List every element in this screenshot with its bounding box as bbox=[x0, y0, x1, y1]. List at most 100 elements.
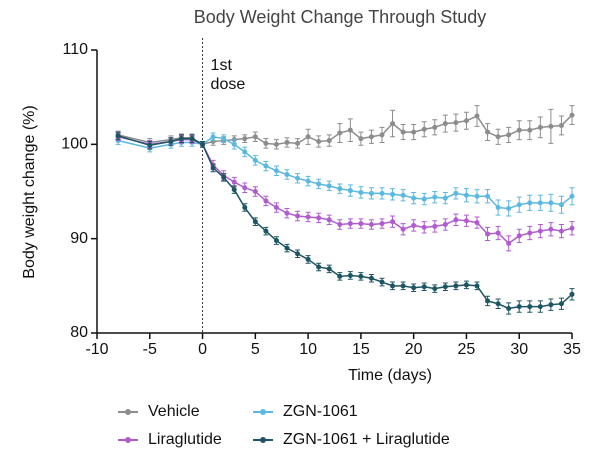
point bbox=[284, 139, 290, 145]
point bbox=[200, 141, 206, 147]
point bbox=[263, 198, 269, 204]
point bbox=[527, 127, 533, 133]
point bbox=[432, 194, 438, 200]
point bbox=[263, 163, 269, 169]
point bbox=[474, 220, 480, 226]
point bbox=[326, 183, 332, 189]
point bbox=[516, 233, 522, 239]
point bbox=[537, 228, 543, 234]
point bbox=[569, 225, 575, 231]
y-tick-label: 110 bbox=[62, 41, 88, 58]
point bbox=[347, 221, 353, 227]
point bbox=[463, 282, 469, 288]
x-tick-label: 30 bbox=[510, 341, 528, 358]
point bbox=[516, 127, 522, 133]
point bbox=[411, 222, 417, 228]
point bbox=[485, 129, 491, 135]
legend-marker bbox=[125, 437, 131, 443]
point bbox=[506, 240, 512, 246]
point bbox=[453, 190, 459, 196]
point bbox=[569, 112, 575, 118]
point bbox=[273, 238, 279, 244]
point bbox=[506, 205, 512, 211]
point bbox=[558, 228, 564, 234]
point bbox=[305, 256, 311, 262]
point bbox=[506, 132, 512, 138]
point bbox=[263, 140, 269, 146]
point bbox=[537, 304, 543, 310]
point bbox=[453, 217, 459, 223]
x-tick-label: -5 bbox=[143, 341, 157, 358]
point bbox=[442, 222, 448, 228]
y-tick-label: 90 bbox=[70, 230, 88, 247]
legend-label: Vehicle bbox=[148, 403, 200, 420]
point bbox=[326, 266, 332, 272]
point bbox=[210, 165, 216, 171]
x-tick-label: 10 bbox=[299, 341, 317, 358]
chart-title: Body Weight Change Through Study bbox=[194, 7, 487, 27]
point bbox=[252, 189, 258, 194]
point bbox=[231, 179, 237, 185]
point bbox=[516, 202, 522, 208]
point bbox=[305, 134, 311, 140]
point bbox=[442, 284, 448, 290]
point bbox=[495, 230, 501, 236]
point bbox=[558, 202, 564, 208]
point bbox=[316, 215, 322, 221]
point bbox=[453, 283, 459, 289]
annotation: dose bbox=[211, 76, 246, 93]
point bbox=[305, 214, 311, 220]
point bbox=[400, 129, 406, 135]
point bbox=[463, 218, 469, 224]
point bbox=[368, 190, 374, 196]
point bbox=[569, 193, 575, 199]
point bbox=[210, 134, 216, 140]
point bbox=[463, 118, 469, 124]
legend-label: ZGN-1061 + Liraglutide bbox=[283, 431, 450, 448]
point bbox=[242, 185, 248, 191]
x-tick-label: 25 bbox=[458, 341, 476, 358]
point bbox=[474, 193, 480, 199]
legend-marker bbox=[260, 409, 266, 415]
point bbox=[221, 136, 227, 142]
point bbox=[432, 286, 438, 292]
point bbox=[242, 149, 248, 155]
point bbox=[400, 226, 406, 232]
point bbox=[231, 141, 237, 147]
point bbox=[474, 113, 480, 119]
point bbox=[263, 228, 269, 234]
point bbox=[421, 284, 427, 290]
point bbox=[379, 221, 385, 227]
point bbox=[147, 142, 153, 148]
series-line bbox=[117, 135, 573, 310]
legend-label: ZGN-1061 bbox=[283, 403, 358, 420]
point bbox=[495, 205, 501, 211]
point bbox=[337, 222, 343, 228]
point bbox=[432, 223, 438, 229]
point bbox=[368, 222, 374, 228]
point bbox=[453, 120, 459, 126]
legend-marker bbox=[260, 437, 266, 443]
point bbox=[295, 213, 301, 219]
point bbox=[273, 141, 279, 147]
series-line bbox=[117, 135, 573, 210]
point bbox=[379, 132, 385, 138]
point bbox=[379, 190, 385, 196]
point bbox=[421, 196, 427, 202]
point bbox=[421, 224, 427, 230]
point bbox=[537, 200, 543, 206]
point bbox=[495, 301, 501, 307]
point bbox=[485, 231, 491, 237]
point bbox=[316, 264, 322, 270]
point bbox=[252, 134, 258, 140]
point bbox=[442, 195, 448, 201]
x-tick-label: 15 bbox=[352, 341, 370, 358]
point bbox=[273, 168, 279, 174]
point bbox=[316, 181, 322, 187]
point bbox=[221, 174, 227, 180]
point bbox=[558, 301, 564, 307]
point bbox=[368, 134, 374, 140]
point bbox=[337, 186, 343, 192]
point bbox=[337, 273, 343, 279]
